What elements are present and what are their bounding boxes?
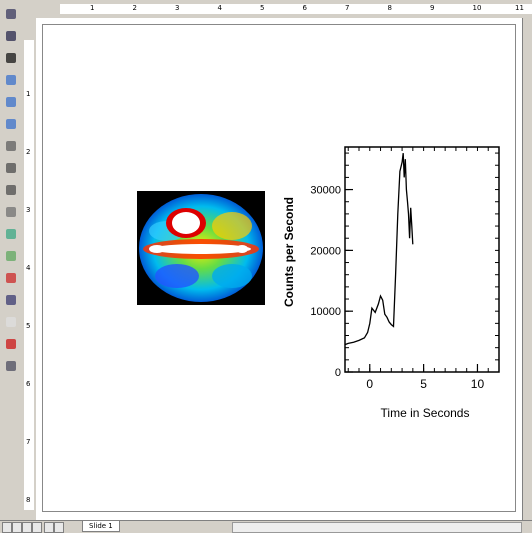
document-canvas[interactable]: 0 5 10 0 10000 20000 30000 Counts per Second T… bbox=[36, 18, 522, 520]
line-icon[interactable] bbox=[3, 160, 19, 176]
chart-icon[interactable] bbox=[3, 226, 19, 242]
x-tick-label: 10 bbox=[471, 377, 485, 391]
frame-icon[interactable] bbox=[3, 358, 19, 374]
rotate-icon[interactable] bbox=[3, 204, 19, 220]
freehand-icon[interactable] bbox=[3, 138, 19, 154]
counts-chart[interactable]: 0 5 10 0 10000 20000 30000 Counts per Second T… bbox=[263, 117, 503, 447]
shapes-icon[interactable] bbox=[3, 314, 19, 330]
ruler-number: 7 bbox=[26, 438, 31, 446]
ruler-number: 2 bbox=[132, 4, 137, 12]
plot-frame bbox=[344, 146, 500, 373]
y-tick-label: 20000 bbox=[310, 245, 341, 257]
ellipse-icon[interactable] bbox=[3, 94, 19, 110]
tab-slide-1[interactable]: Slide 1 bbox=[82, 521, 120, 532]
nav-left-button[interactable] bbox=[44, 522, 54, 533]
ruler-number: 6 bbox=[26, 380, 31, 388]
slide-page[interactable]: 0 5 10 0 10000 20000 30000 Counts per Second T… bbox=[42, 24, 516, 512]
curve-icon[interactable] bbox=[3, 182, 19, 198]
ruler-number: 4 bbox=[26, 264, 31, 272]
nav-right-button[interactable] bbox=[54, 522, 64, 533]
ruler-number: 6 bbox=[302, 4, 307, 12]
ruler-track bbox=[60, 4, 532, 14]
horizontal-ruler: 1 2 3 4 5 6 7 8 9 10 11 bbox=[22, 0, 532, 19]
fill-icon[interactable] bbox=[3, 336, 19, 352]
prev-slide-button[interactable] bbox=[12, 522, 22, 533]
y-tick-label: 30000 bbox=[310, 185, 341, 197]
ruler-number: 8 bbox=[26, 496, 31, 504]
last-slide-button[interactable] bbox=[32, 522, 42, 533]
vertical-ruler: 1 2 3 4 5 6 7 8 bbox=[22, 18, 37, 520]
polygon-icon[interactable] bbox=[3, 116, 19, 132]
ruler-number: 5 bbox=[260, 4, 265, 12]
x-tick-label: 5 bbox=[420, 377, 427, 391]
ruler-number: 3 bbox=[26, 206, 31, 214]
ruler-number: 11 bbox=[515, 4, 524, 12]
series-line bbox=[344, 153, 414, 346]
first-slide-button[interactable] bbox=[2, 522, 12, 533]
select-arrow-icon[interactable] bbox=[3, 6, 19, 22]
ruler-number: 2 bbox=[26, 148, 31, 156]
ruler-number: 8 bbox=[387, 4, 392, 12]
text-tool-icon[interactable] bbox=[3, 50, 19, 66]
layers-icon[interactable] bbox=[3, 248, 19, 264]
x-axis-label: Time in Seconds bbox=[381, 406, 470, 420]
ruler-number: 1 bbox=[26, 90, 31, 98]
ruler-number: 1 bbox=[90, 4, 95, 12]
rectangle-icon[interactable] bbox=[3, 72, 19, 88]
heatmap-image[interactable] bbox=[137, 191, 265, 305]
horizontal-scrollbar[interactable] bbox=[232, 522, 522, 533]
image-icon[interactable] bbox=[3, 292, 19, 308]
heatmap-graphic bbox=[139, 194, 263, 302]
status-bar: Slide 1 bbox=[0, 520, 532, 533]
y-axis-label: Counts per Second bbox=[282, 197, 296, 307]
zoom-icon[interactable] bbox=[3, 28, 19, 44]
ruler-number: 9 bbox=[430, 4, 435, 12]
ruler-track bbox=[24, 40, 34, 510]
ruler-number: 5 bbox=[26, 322, 31, 330]
ruler-number: 7 bbox=[345, 4, 350, 12]
y-tick-label: 10000 bbox=[310, 306, 341, 318]
x-tick-label: 0 bbox=[366, 377, 373, 391]
ruler-number: 10 bbox=[472, 4, 482, 12]
next-slide-button[interactable] bbox=[22, 522, 32, 533]
y-tick-label: 0 bbox=[335, 367, 341, 379]
ruler-number: 4 bbox=[217, 4, 222, 12]
color-icon[interactable] bbox=[3, 270, 19, 286]
left-toolbar bbox=[0, 0, 23, 520]
ruler-number: 3 bbox=[175, 4, 180, 12]
vertical-scrollbar[interactable] bbox=[522, 18, 532, 520]
